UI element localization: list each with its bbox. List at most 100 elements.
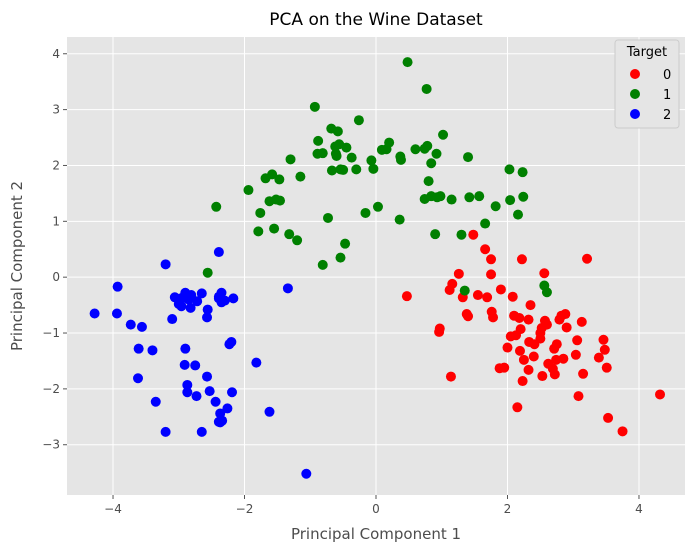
- data-point: [578, 368, 589, 379]
- data-point: [284, 229, 295, 240]
- x-tick-label: −2: [236, 502, 254, 516]
- data-point: [202, 304, 213, 315]
- data-point: [517, 167, 528, 178]
- data-point: [204, 386, 215, 397]
- data-point: [136, 321, 147, 332]
- data-point: [422, 140, 433, 151]
- data-point: [196, 426, 207, 437]
- data-point: [353, 115, 364, 126]
- data-point: [301, 468, 312, 479]
- data-point: [179, 359, 190, 370]
- data-point: [453, 268, 464, 279]
- data-point: [535, 333, 546, 344]
- y-tick-label: 4: [52, 47, 60, 61]
- data-point: [446, 194, 457, 205]
- data-point: [474, 191, 485, 202]
- data-point: [160, 426, 171, 437]
- data-point: [332, 126, 343, 137]
- legend-label: 1: [663, 88, 671, 103]
- data-point: [561, 322, 572, 333]
- data-point: [190, 360, 201, 371]
- data-point: [196, 288, 207, 299]
- data-point: [572, 335, 583, 346]
- data-point: [523, 364, 534, 375]
- data-point: [185, 302, 196, 313]
- data-point: [366, 155, 377, 166]
- data-point: [410, 144, 421, 155]
- legend-marker: [630, 69, 640, 79]
- data-point: [421, 83, 432, 94]
- data-point: [518, 354, 529, 365]
- data-point: [183, 294, 194, 305]
- data-point: [260, 173, 271, 184]
- data-point: [514, 345, 525, 356]
- data-point: [655, 389, 666, 400]
- y-tick-label: 3: [52, 103, 60, 117]
- x-tick-label: 2: [504, 502, 512, 516]
- data-point: [215, 417, 226, 428]
- data-point: [541, 319, 552, 330]
- data-point: [468, 229, 479, 240]
- data-point: [211, 201, 222, 212]
- data-point: [480, 218, 491, 229]
- data-point: [341, 142, 352, 153]
- data-point: [480, 244, 491, 255]
- y-tick-label: 1: [52, 214, 60, 228]
- data-point: [192, 296, 203, 307]
- data-point: [269, 223, 280, 234]
- data-point: [560, 309, 571, 320]
- data-point: [514, 312, 525, 323]
- data-point: [213, 291, 224, 302]
- data-points: [89, 57, 666, 479]
- data-point: [133, 373, 144, 384]
- data-point: [150, 396, 161, 407]
- x-axis-ticks: −4 −2 0 2 4: [104, 495, 643, 516]
- data-point: [516, 254, 527, 265]
- data-point: [459, 285, 470, 296]
- y-tick-label: 0: [52, 270, 60, 284]
- data-point: [394, 214, 405, 225]
- data-point: [570, 349, 581, 360]
- data-point: [517, 376, 528, 387]
- data-point: [292, 235, 303, 246]
- data-point: [285, 154, 296, 165]
- data-point: [438, 129, 449, 140]
- data-point: [335, 252, 346, 263]
- data-point: [125, 319, 136, 330]
- data-point: [251, 357, 262, 368]
- data-point: [147, 345, 158, 356]
- data-point: [180, 343, 191, 354]
- data-point: [255, 207, 266, 218]
- data-point: [222, 403, 233, 414]
- data-point: [202, 371, 213, 382]
- y-tick-label: −3: [42, 438, 60, 452]
- x-tick-label: 4: [635, 502, 643, 516]
- data-point: [368, 163, 379, 174]
- data-point: [89, 308, 100, 319]
- data-point: [401, 291, 412, 302]
- data-point: [549, 369, 560, 380]
- data-point: [395, 154, 406, 165]
- data-point: [599, 344, 610, 355]
- x-axis-label: Principal Component 1: [291, 525, 461, 543]
- data-point: [182, 387, 193, 398]
- data-point: [173, 298, 184, 309]
- data-point: [340, 238, 351, 249]
- data-point: [346, 152, 357, 163]
- data-point: [264, 406, 275, 417]
- data-point: [323, 212, 334, 223]
- data-point: [537, 371, 548, 382]
- data-point: [445, 371, 456, 382]
- data-point: [243, 185, 254, 196]
- data-point: [274, 174, 285, 185]
- data-point: [486, 269, 497, 280]
- data-point: [482, 292, 493, 303]
- data-point: [435, 191, 446, 202]
- data-point: [295, 171, 306, 182]
- data-point: [617, 426, 628, 437]
- data-point: [582, 253, 593, 264]
- data-point: [431, 148, 442, 159]
- data-point: [282, 283, 293, 294]
